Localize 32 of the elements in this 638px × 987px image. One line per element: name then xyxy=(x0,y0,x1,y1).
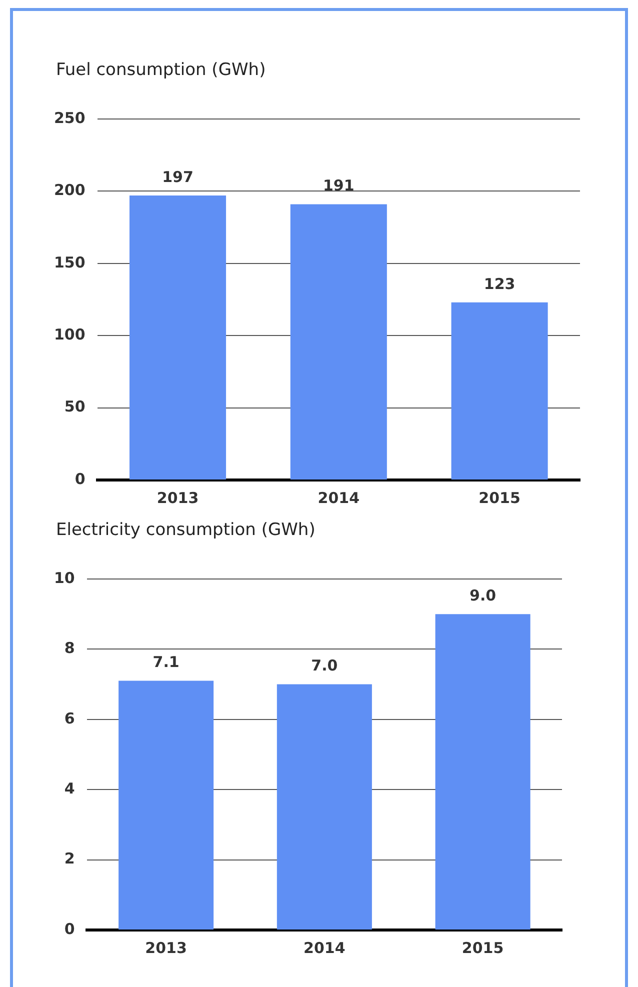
y-tick-label: 6 xyxy=(64,709,75,728)
bar xyxy=(276,684,372,930)
y-tick-label: 150 xyxy=(54,253,86,272)
data-label: 7.1 xyxy=(152,653,180,672)
data-label: 191 xyxy=(323,176,354,195)
y-tick-label: 0 xyxy=(64,920,75,938)
bar xyxy=(451,302,548,480)
bar xyxy=(290,204,387,480)
y-tick-label: 200 xyxy=(54,181,86,200)
bar xyxy=(118,680,214,930)
y-tick-label: 4 xyxy=(64,779,75,798)
bar xyxy=(129,196,226,480)
x-tick-label: 2013 xyxy=(145,938,187,957)
data-label: 123 xyxy=(484,274,516,293)
chart-title: Electricity consumption (GWh) xyxy=(56,520,316,540)
data-label: 9.0 xyxy=(470,586,496,604)
x-tick-label: 2015 xyxy=(462,938,504,957)
y-tick-label: 250 xyxy=(54,108,86,127)
y-tick-label: 8 xyxy=(64,639,75,658)
y-tick-label: 100 xyxy=(54,325,86,344)
x-tick-label: 2015 xyxy=(478,488,520,507)
y-tick-label: 10 xyxy=(54,568,75,587)
x-tick-label: 2013 xyxy=(156,488,199,507)
y-tick-label: 50 xyxy=(64,398,86,416)
x-tick-label: 2014 xyxy=(318,488,360,507)
bar xyxy=(435,614,530,930)
y-tick-label: 0 xyxy=(74,470,86,488)
chart-title: Fuel consumption (GWh) xyxy=(56,60,267,80)
x-tick-label: 2014 xyxy=(304,938,346,957)
y-tick-label: 2 xyxy=(64,850,75,868)
data-label: 197 xyxy=(162,168,194,186)
data-label: 7.0 xyxy=(311,656,338,675)
